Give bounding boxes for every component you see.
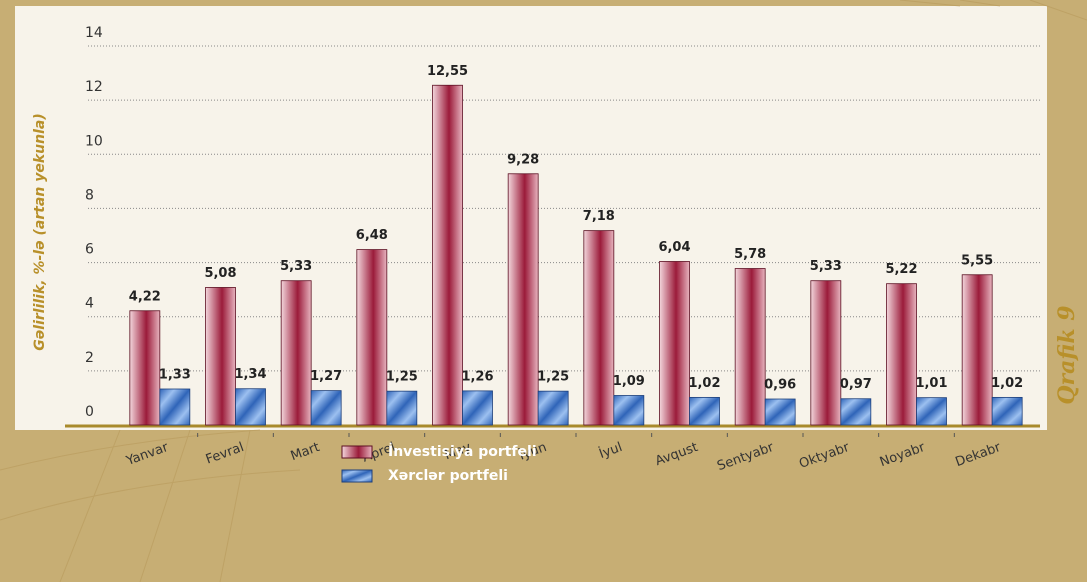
y-axis-label: Gəlirlilik, %-lə (artan yekunla) [32, 113, 48, 350]
value-label: 5,78 [734, 247, 766, 262]
y-tick-label: 14 [85, 25, 103, 41]
value-label: 0,96 [764, 378, 796, 393]
value-label: 0,97 [840, 377, 872, 392]
value-label: 1,33 [159, 367, 191, 382]
bar [613, 395, 645, 426]
value-label: 1,02 [991, 376, 1023, 391]
value-label: 1,25 [537, 370, 569, 385]
bar [734, 268, 766, 426]
bar [689, 396, 720, 426]
y-tick-label: 0 [85, 404, 94, 420]
value-label: 6,04 [658, 240, 690, 255]
value-label: 5,08 [204, 266, 236, 281]
value-label: 6,48 [356, 228, 388, 243]
value-label: 1,09 [613, 374, 645, 389]
value-label: 5,55 [961, 253, 993, 268]
value-label: 1,34 [234, 367, 266, 382]
value-label: 5,33 [810, 259, 842, 274]
bar [886, 283, 917, 426]
bar [205, 287, 236, 426]
legend-label: İnvestisiya portfeli [388, 443, 537, 460]
bar [129, 310, 161, 426]
y-tick-label: 10 [85, 133, 103, 149]
bar [537, 390, 569, 426]
value-label: 1,01 [915, 376, 947, 391]
value-label: 7,18 [583, 209, 615, 224]
value-label: 1,25 [386, 370, 418, 385]
value-label: 5,22 [885, 262, 917, 277]
value-label: 9,28 [507, 152, 539, 167]
bar [583, 230, 615, 426]
bar [432, 84, 463, 426]
bar [507, 173, 539, 426]
x-tick-label: İyul [597, 439, 624, 462]
bar [280, 280, 312, 426]
value-label: 12,55 [427, 64, 468, 79]
value-label: 1,27 [310, 369, 342, 384]
figure-label: Qrafik 9 [1054, 305, 1080, 404]
bar [810, 280, 842, 426]
y-tick-label: 6 [85, 242, 94, 258]
value-label: 4,22 [129, 289, 161, 304]
bar [840, 398, 872, 426]
bar [961, 274, 993, 426]
legend-swatch [341, 469, 373, 483]
y-tick-label: 4 [85, 296, 94, 312]
bar [235, 388, 266, 426]
value-label: 1,26 [461, 369, 493, 384]
legend-label: Xərclər portfeli [388, 468, 508, 484]
bar [159, 388, 191, 426]
bar [356, 249, 388, 426]
bar [386, 390, 418, 426]
bar [659, 261, 690, 426]
bar [916, 397, 947, 426]
y-tick-label: 8 [85, 187, 94, 203]
legend-swatch [341, 445, 373, 459]
bar [462, 390, 493, 426]
bar [310, 390, 342, 426]
value-label: 5,33 [280, 259, 312, 274]
y-tick-label: 12 [85, 79, 103, 95]
y-tick-label: 2 [85, 350, 94, 366]
bar [991, 396, 1023, 426]
bar [764, 398, 796, 426]
value-label: 1,02 [688, 376, 720, 391]
